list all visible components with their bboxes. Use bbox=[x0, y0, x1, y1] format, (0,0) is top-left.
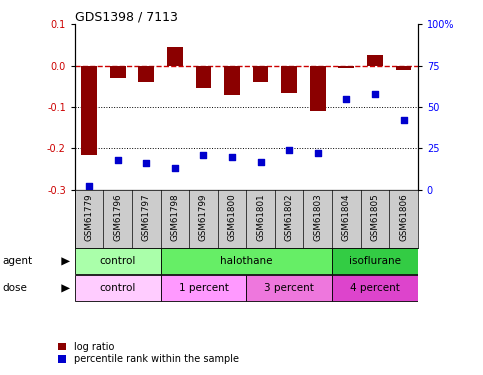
Text: GSM61803: GSM61803 bbox=[313, 193, 322, 241]
Text: GSM61804: GSM61804 bbox=[342, 193, 351, 241]
Text: GSM61798: GSM61798 bbox=[170, 193, 179, 241]
Text: GSM61799: GSM61799 bbox=[199, 193, 208, 241]
Text: 3 percent: 3 percent bbox=[264, 284, 314, 293]
Bar bbox=[310, 66, 326, 111]
Point bbox=[199, 152, 207, 158]
Text: GSM61796: GSM61796 bbox=[113, 193, 122, 241]
Point bbox=[371, 91, 379, 97]
Text: GSM61797: GSM61797 bbox=[142, 193, 151, 241]
Bar bbox=[196, 66, 212, 88]
Point bbox=[171, 165, 179, 171]
Text: isoflurane: isoflurane bbox=[349, 256, 401, 266]
Bar bbox=[332, 248, 418, 274]
Bar bbox=[167, 47, 183, 66]
Text: control: control bbox=[99, 284, 136, 293]
Text: GSM61779: GSM61779 bbox=[85, 193, 94, 241]
Text: 4 percent: 4 percent bbox=[350, 284, 400, 293]
Bar bbox=[396, 66, 412, 70]
Bar bbox=[367, 56, 383, 66]
Point bbox=[285, 147, 293, 153]
Point bbox=[142, 160, 150, 166]
Bar bbox=[332, 275, 418, 302]
Polygon shape bbox=[61, 284, 70, 292]
Text: 1 percent: 1 percent bbox=[179, 284, 228, 293]
Point bbox=[342, 96, 350, 102]
Bar bbox=[81, 66, 97, 154]
Text: control: control bbox=[99, 256, 136, 266]
Point bbox=[114, 157, 122, 163]
Text: agent: agent bbox=[2, 256, 32, 266]
Point bbox=[228, 154, 236, 160]
Bar bbox=[160, 275, 246, 302]
Point bbox=[85, 183, 93, 189]
Text: GSM61801: GSM61801 bbox=[256, 193, 265, 241]
Legend: log ratio, percentile rank within the sample: log ratio, percentile rank within the sa… bbox=[56, 340, 241, 366]
Bar bbox=[110, 66, 126, 78]
Text: GSM61806: GSM61806 bbox=[399, 193, 408, 241]
Text: GDS1398 / 7113: GDS1398 / 7113 bbox=[75, 10, 178, 23]
Polygon shape bbox=[61, 257, 70, 265]
Bar bbox=[75, 275, 161, 302]
Bar bbox=[75, 248, 161, 274]
Point bbox=[314, 150, 322, 156]
Text: dose: dose bbox=[2, 284, 28, 293]
Bar bbox=[281, 66, 297, 93]
Text: GSM61800: GSM61800 bbox=[227, 193, 237, 241]
Bar bbox=[246, 275, 332, 302]
Point bbox=[257, 159, 265, 165]
Point bbox=[399, 117, 407, 123]
Text: halothane: halothane bbox=[220, 256, 272, 266]
Bar bbox=[160, 248, 332, 274]
Text: GSM61802: GSM61802 bbox=[284, 193, 294, 241]
Text: GSM61805: GSM61805 bbox=[370, 193, 380, 241]
Bar bbox=[253, 66, 269, 82]
Bar bbox=[339, 66, 354, 68]
Bar bbox=[139, 66, 154, 82]
Bar bbox=[224, 66, 240, 94]
